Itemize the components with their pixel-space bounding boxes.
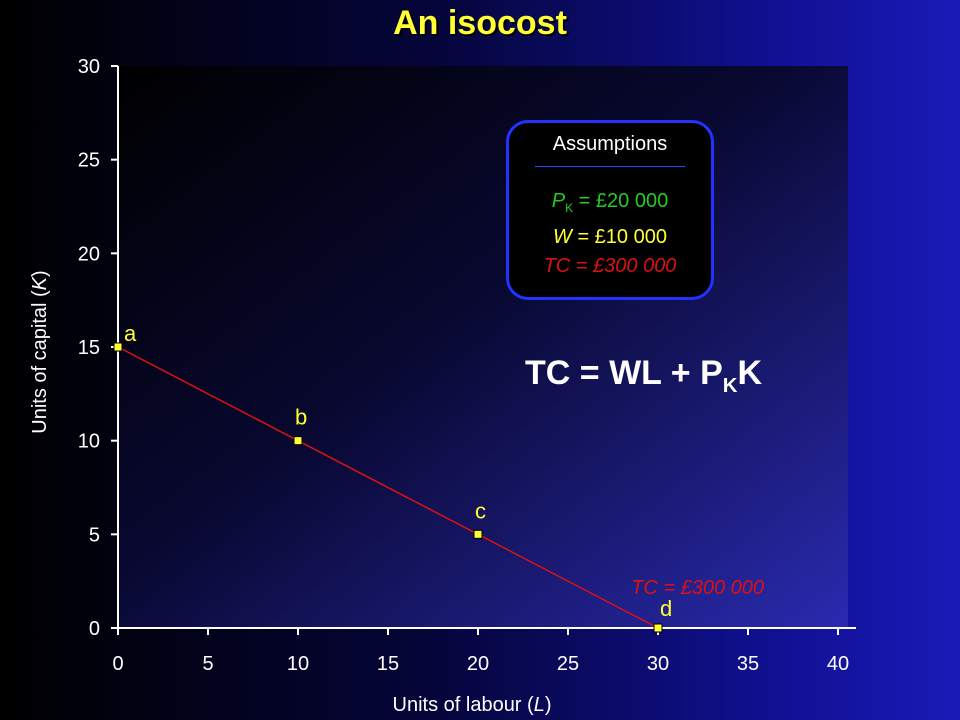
x-axis-label-var: L (534, 694, 545, 716)
y-tick-label: 15 (78, 337, 100, 359)
formula-lhs: TC = WL + P (525, 354, 723, 392)
x-tick-label: 40 (827, 653, 849, 675)
y-axis-label: Units of capital (K) (29, 270, 51, 433)
x-tick-label: 25 (557, 653, 579, 675)
y-axis-label-suffix: ) (29, 270, 51, 277)
y-tick-label: 25 (78, 150, 100, 172)
y-axis-label-var: K (29, 275, 51, 290)
pk-var: P (551, 190, 566, 212)
isocost-line-label: TC = £300 000 (631, 577, 764, 599)
y-axis-label-prefix: Units of capital ( (29, 290, 51, 434)
x-axis-label-prefix: Units of labour ( (393, 694, 535, 716)
x-tick-label: 5 (202, 653, 213, 675)
w-var: W (553, 226, 572, 248)
assumption-total-cost: TC = £300 000 (543, 255, 677, 277)
assumption-price-of-capital: PK = £20 000 (509, 187, 711, 223)
pk-value: = £20 000 (573, 190, 669, 212)
isocost-series: a b c dTC = £300 000 (113, 321, 764, 633)
point-label-d: d (660, 596, 672, 621)
assumptions-box: Assumptions PK = £20 000 W = £10 000 TC … (506, 120, 714, 300)
pk-sub: K (565, 201, 574, 215)
formula-rhs: K (737, 354, 763, 392)
y-tick-label: 5 (89, 524, 100, 546)
y-tick-label: 20 (78, 243, 100, 265)
point-label-a: a (124, 321, 137, 346)
y-tick-label: 30 (78, 56, 100, 78)
data-point (473, 529, 483, 539)
x-tick-label: 30 (647, 653, 669, 675)
x-tick-label: 15 (377, 653, 399, 675)
y-tick-label: 10 (78, 431, 100, 453)
point-label-b: b (295, 405, 307, 430)
x-axis-label-suffix: ) (545, 694, 552, 716)
isocost-line (117, 346, 659, 629)
assumption-wage: W = £10 000 (509, 223, 711, 252)
assumptions-title: Assumptions (552, 133, 668, 155)
x-tick-label: 0 (112, 653, 123, 675)
point-label-c: c (475, 498, 486, 523)
x-tick-label: 35 (737, 653, 759, 675)
slide-title: An isocost (393, 4, 567, 42)
plot-area (118, 66, 848, 628)
w-value: = £10 000 (571, 226, 667, 248)
assumptions-divider (535, 166, 685, 167)
x-tick-label: 20 (467, 653, 489, 675)
formula-sub: K (722, 374, 738, 397)
x-tick-label: 10 (287, 653, 309, 675)
isocost-formula: TC = WL + PKK (525, 354, 762, 398)
data-point (293, 436, 303, 446)
y-tick-label: 0 (89, 618, 100, 640)
x-axis-label: Units of labour (L) (393, 694, 552, 716)
data-point (653, 623, 663, 633)
data-point (113, 342, 123, 352)
